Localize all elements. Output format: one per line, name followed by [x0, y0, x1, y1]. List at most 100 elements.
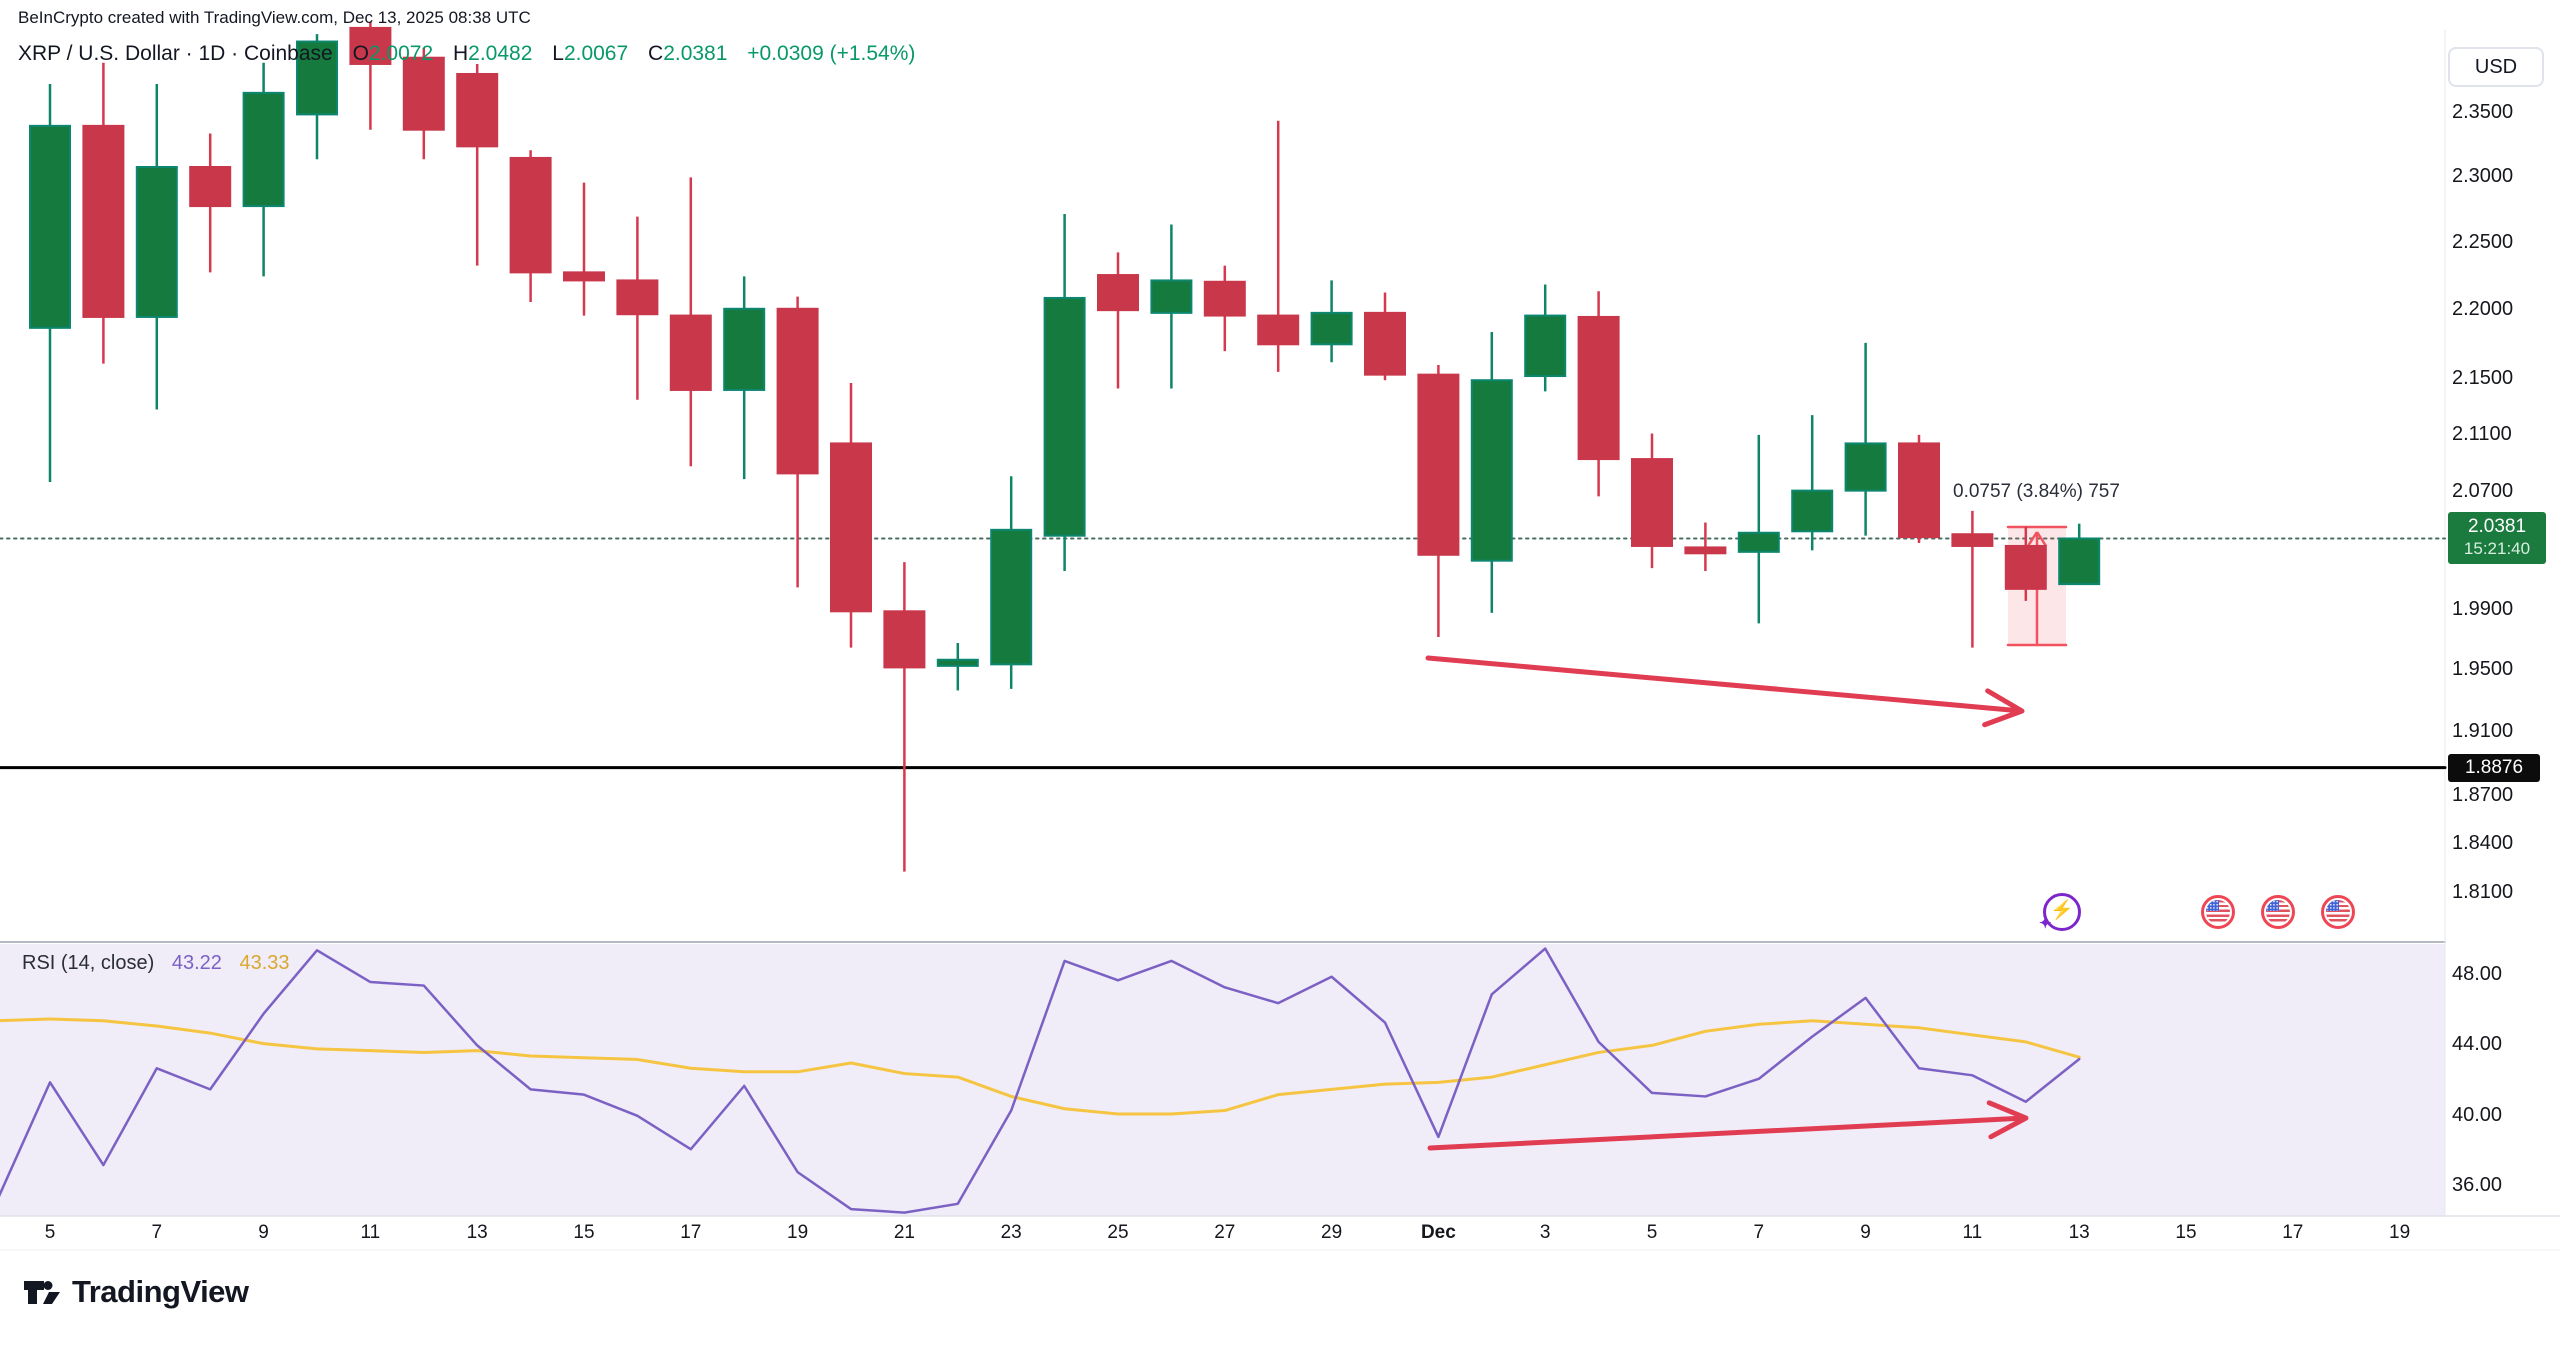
candle-dec-4[interactable] — [1577, 291, 1620, 497]
candle-dec-2[interactable] — [1470, 331, 1513, 613]
candle-nov-8[interactable] — [189, 133, 232, 273]
rsi-axis-label: 40.00 — [2452, 1103, 2503, 1126]
candle-body — [1257, 314, 1300, 346]
candle-body — [189, 165, 232, 208]
candle-body — [776, 307, 819, 475]
candle-nov-28[interactable] — [1257, 120, 1300, 372]
time-axis-label: Dec — [1420, 1222, 1456, 1243]
rsi-legend[interactable]: RSI (14, close) 43.22 43.33 — [22, 952, 290, 975]
open-value: 2.0072 — [368, 42, 434, 65]
candle-dec-13[interactable] — [2058, 523, 2101, 586]
candle-nov-13[interactable] — [456, 63, 499, 266]
rsi-axis-label: 48.00 — [2452, 963, 2503, 985]
candle-nov-29[interactable] — [1310, 280, 1353, 363]
high-value: 2.0482 — [468, 42, 533, 65]
candle-nov-12[interactable] — [402, 47, 445, 160]
candle-body — [669, 314, 712, 391]
candle-dec-9[interactable] — [1844, 342, 1887, 536]
candle-dec-1[interactable] — [1417, 364, 1460, 637]
candle-dec-12[interactable] — [2004, 526, 2047, 601]
candle-dec-11[interactable] — [1951, 510, 1994, 648]
time-axis-label: 3 — [1539, 1222, 1551, 1243]
candle-body — [1898, 442, 1940, 539]
us-flag-event-icon[interactable] — [2261, 895, 2295, 929]
candle-body — [1577, 315, 1620, 461]
ai-spark-icon[interactable]: ⚡ ✦ — [2039, 893, 2081, 931]
candle-dec-7[interactable] — [1737, 434, 1780, 624]
candle-body — [1097, 274, 1139, 312]
time-axis-label: 23 — [1000, 1222, 1022, 1243]
price-axis-label: 1.8100 — [2452, 881, 2514, 903]
candle-nov-25[interactable] — [1097, 252, 1139, 389]
candle-body — [936, 658, 979, 667]
candle-nov-23[interactable] — [990, 476, 1033, 689]
rsi-value: 43.22 — [171, 952, 222, 974]
support-price-badge: 1.8876 — [2448, 753, 2540, 782]
candle-body — [1203, 280, 1246, 317]
change-value: +0.0309 (+1.54%) — [747, 42, 916, 65]
time-axis-label: 5 — [44, 1222, 56, 1243]
tradingview-logo[interactable]: TradingView — [22, 1272, 249, 1312]
currency-usd-button[interactable]: USD — [2448, 47, 2544, 87]
candle-body — [456, 72, 499, 148]
candle-body — [1844, 442, 1887, 492]
candle-body — [1524, 314, 1567, 378]
rsi-trend-arrow[interactable] — [1427, 1100, 2029, 1151]
candle-nov-16[interactable] — [616, 216, 659, 400]
time-axis-label: 25 — [1107, 1222, 1129, 1243]
price-axis-label: 2.3000 — [2452, 165, 2514, 188]
candle-body — [1043, 296, 1086, 537]
close-value: 2.0381 — [663, 42, 728, 65]
current-price-value: 2.0381 — [2467, 516, 2527, 538]
candle-nov-21[interactable] — [883, 562, 926, 872]
candle-nov-6[interactable] — [82, 62, 125, 364]
candle-dec-5[interactable] — [1631, 433, 1673, 569]
candle-nov-15[interactable] — [563, 182, 605, 316]
candle-nov-9[interactable] — [242, 62, 285, 277]
candle-dec-3[interactable] — [1524, 284, 1567, 392]
candle-nov-17[interactable] — [669, 177, 712, 467]
countdown-timer: 15:21:40 — [2463, 539, 2531, 559]
rsi-pane-background — [0, 944, 2445, 1216]
us-flag-event-icon[interactable] — [2321, 895, 2355, 929]
time-axis-label: 21 — [893, 1222, 915, 1243]
candle-body — [1631, 458, 1673, 547]
candle-body — [29, 124, 71, 329]
candle-nov-20[interactable] — [830, 382, 872, 648]
open-label: O — [352, 42, 369, 65]
candle-body — [349, 26, 392, 65]
time-axis-label: 9 — [1860, 1222, 1871, 1243]
sparkle-icon: ✦ — [2039, 915, 2052, 932]
time-axis-label: 5 — [1646, 1222, 1658, 1243]
candle-nov-22[interactable] — [936, 643, 979, 691]
candle-nov-30[interactable] — [1364, 292, 1406, 381]
candle-nov-27[interactable] — [1203, 265, 1246, 352]
candle-nov-5[interactable] — [29, 84, 71, 482]
candle-dec-6[interactable] — [1684, 522, 1727, 572]
candle-dec-8[interactable] — [1791, 415, 1834, 551]
time-axis-label: 13 — [2068, 1222, 2090, 1243]
candle-nov-19[interactable] — [776, 296, 819, 588]
symbol-legend[interactable]: XRP / U.S. Dollar · 1D · Coinbase O2.007… — [18, 42, 915, 66]
time-axis-label: 17 — [680, 1222, 702, 1243]
candle-nov-18[interactable] — [723, 276, 766, 480]
price-trend-arrow[interactable] — [1425, 655, 2025, 728]
candle-nov-11[interactable] — [349, 21, 392, 130]
candle-body — [509, 156, 552, 274]
rsi-axis-label: 36.00 — [2452, 1174, 2503, 1197]
high-label: H — [453, 42, 469, 65]
candle-body — [563, 271, 605, 282]
candle-body — [990, 528, 1033, 666]
candle-nov-24[interactable] — [1043, 213, 1086, 572]
low-value: 2.0067 — [563, 42, 629, 65]
candle-nov-7[interactable] — [135, 84, 178, 410]
price-axis-label: 2.3500 — [2452, 101, 2514, 124]
candle-nov-10[interactable] — [296, 34, 338, 160]
candle-dec-10[interactable] — [1898, 434, 1940, 544]
us-flag-event-icon[interactable] — [2201, 895, 2235, 929]
candle-nov-14[interactable] — [509, 150, 552, 303]
time-axis-label: 15 — [2175, 1222, 2197, 1243]
candle-body — [1791, 489, 1834, 533]
candle-nov-26[interactable] — [1150, 224, 1193, 389]
